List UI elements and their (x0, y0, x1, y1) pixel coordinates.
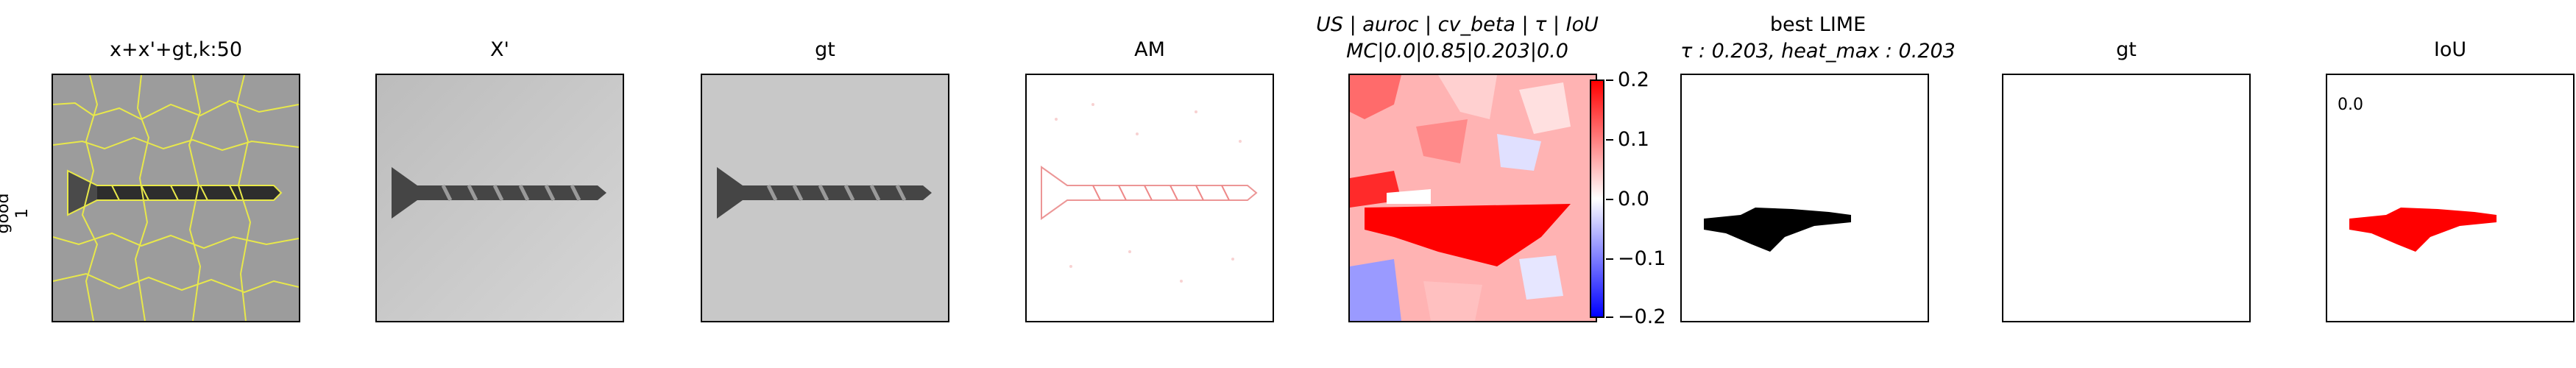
lime-heatmap-image (1348, 74, 1597, 322)
colorbar-tick-label: −0.2 (1618, 305, 1666, 328)
panel-title-us-line2: MC|0.0|0.85|0.203|0.0 (1346, 40, 1568, 63)
best-lime-mask-image (1680, 74, 1929, 322)
panel-title-us-line1: US | auroc | cv_beta | τ | IoU (1316, 13, 1599, 36)
input-overlay-image (52, 74, 300, 322)
iou-value-annotation: 0.0 (2338, 96, 2363, 114)
colorbar-tick (1606, 258, 1613, 260)
colorbar-tick-label: 0.2 (1618, 68, 1649, 91)
panel-title-gt-2: gt (2116, 38, 2137, 61)
row-label-line2: 1 (13, 208, 32, 219)
colorbar-tick (1606, 79, 1613, 81)
colorbar-tick-label: 0.1 (1618, 128, 1649, 151)
panel-title-xprime: X' (490, 38, 509, 61)
colorbar-tick-label: −0.1 (1618, 247, 1666, 270)
colorbar-tick (1606, 316, 1613, 318)
colorbar-tick (1606, 199, 1613, 200)
panel-title-best-lime-line1: best LIME (1769, 13, 1866, 36)
colorbar-tick-label: 0.0 (1618, 188, 1649, 210)
reconstruction-image (375, 74, 624, 322)
anomaly-map-image (1025, 74, 1274, 322)
panel-title-input: x+x'+gt,k:50 (109, 38, 243, 61)
superpixel-boundaries (53, 75, 299, 321)
row-label-line1: good (0, 193, 13, 234)
panel-title-gt: gt (815, 38, 835, 61)
panel-title-am: AM (1134, 38, 1165, 61)
iou-image: 0.0 (2326, 74, 2575, 322)
row-label: good 1 (0, 184, 53, 243)
colorbar-tick (1606, 139, 1613, 141)
ground-truth-mask-image (2002, 74, 2251, 322)
panel-title-best-lime-line2: τ : 0.203, heat_max : 0.203 (1680, 40, 1956, 63)
colorbar (1590, 79, 1604, 318)
panel-title-iou: IoU (2433, 38, 2467, 61)
ground-truth-image (701, 74, 949, 322)
